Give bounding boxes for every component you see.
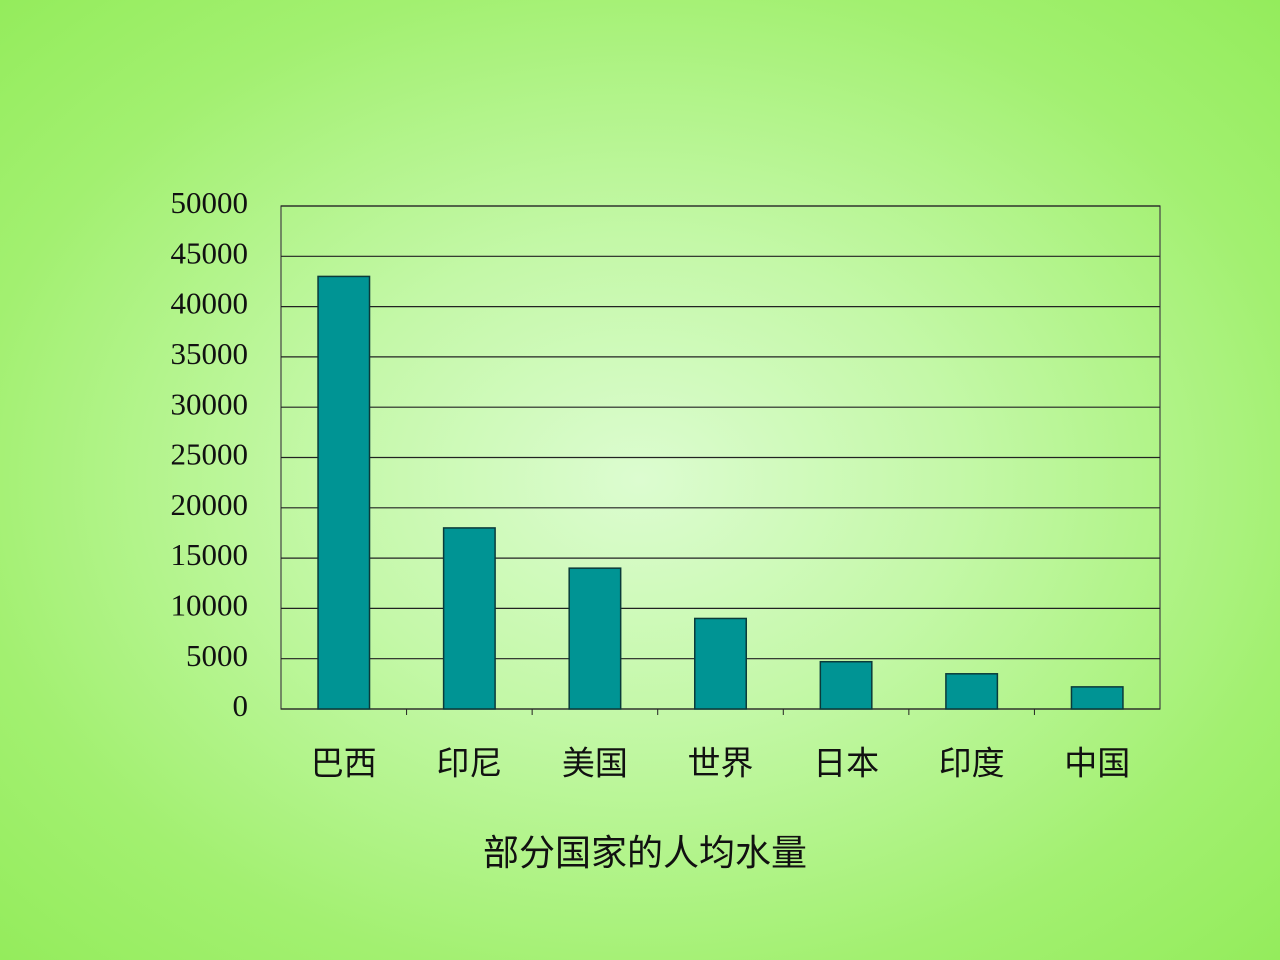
x-tick-label: 美国 [562, 744, 628, 783]
bar [694, 617, 747, 710]
y-tick-label: 45000 [171, 235, 249, 270]
chart-title: 部分国家的人均水量 [483, 833, 807, 874]
y-tick-label: 0 [233, 688, 249, 723]
x-tick-label: 日本 [813, 744, 879, 783]
y-tick-label: 40000 [171, 286, 249, 321]
bar [317, 275, 371, 710]
x-tick-label: 世界 [688, 744, 754, 783]
y-tick-label: 15000 [171, 537, 249, 572]
bar [945, 673, 999, 710]
x-tick-label: 印尼 [436, 744, 502, 783]
bar [819, 660, 873, 710]
bar [442, 527, 496, 710]
y-tick-label: 5000 [186, 638, 248, 673]
y-tick-label: 10000 [171, 588, 249, 623]
bar [1070, 686, 1124, 710]
x-tick-label: 印度 [939, 744, 1005, 783]
y-tick-label: 50000 [171, 185, 249, 220]
y-tick-label: 35000 [171, 336, 249, 371]
y-tick-label: 25000 [171, 437, 249, 472]
y-tick-label: 30000 [171, 386, 249, 421]
y-tick-label: 20000 [171, 487, 249, 522]
bar [568, 567, 622, 710]
x-tick-label: 中国 [1064, 744, 1130, 783]
x-tick-label: 巴西 [311, 744, 377, 783]
